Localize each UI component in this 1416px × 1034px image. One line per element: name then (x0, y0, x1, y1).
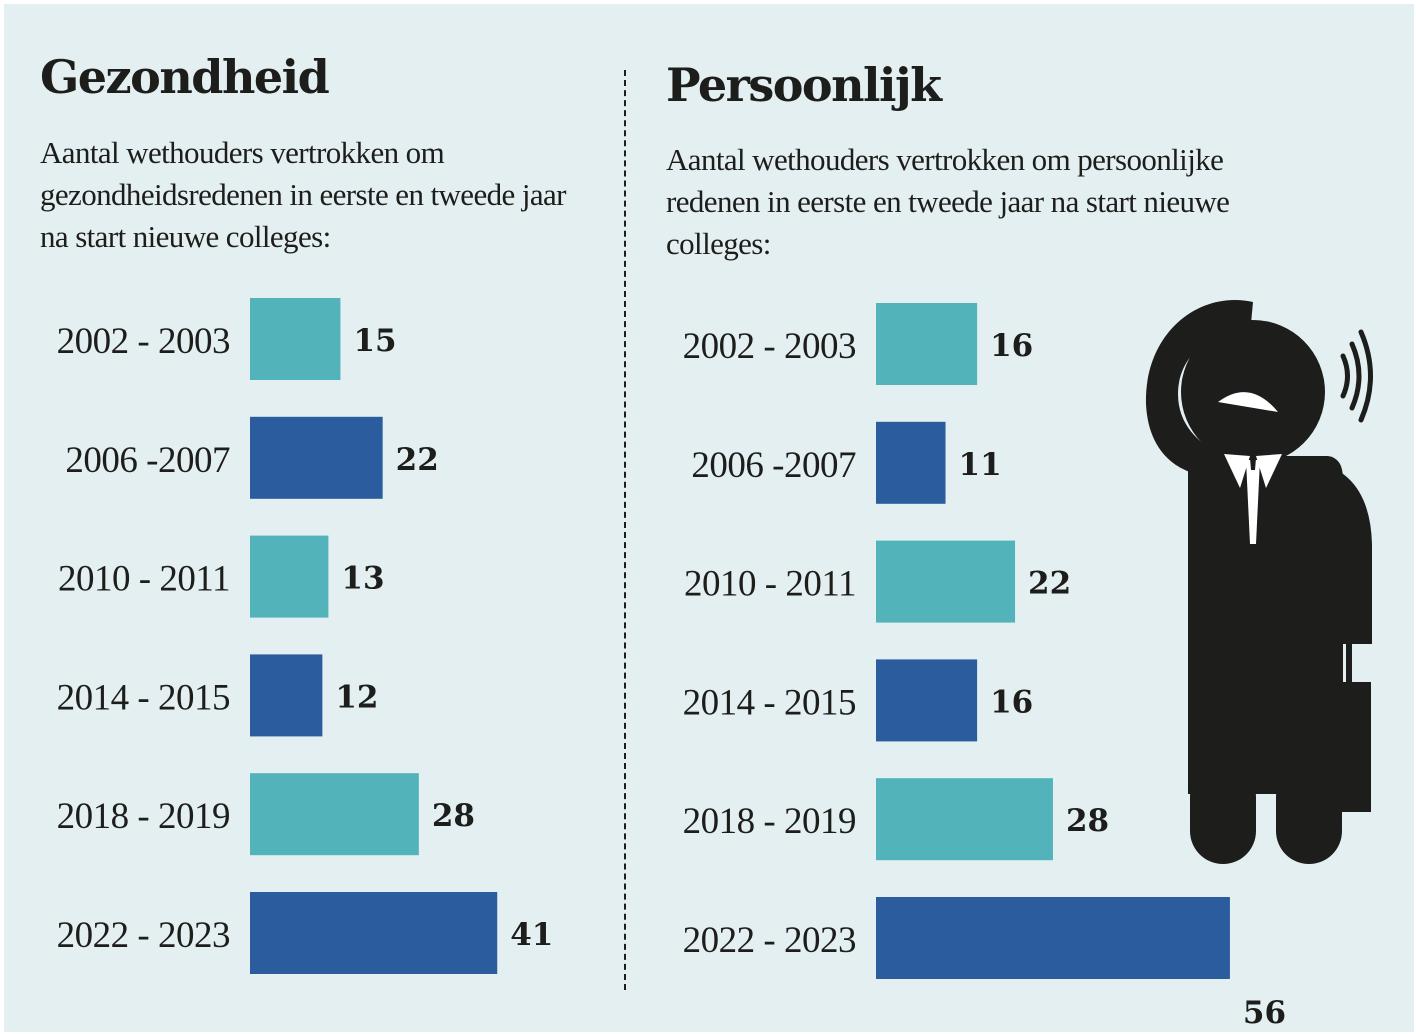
confused-businessman-icon (1145, 300, 1373, 864)
value-label: 41 (510, 917, 553, 953)
bar (250, 298, 341, 380)
bar (876, 778, 1053, 861)
bar (250, 654, 323, 737)
value-label: 22 (1028, 566, 1071, 602)
category-label: 2002 - 2003 (683, 326, 856, 367)
panel-subtitle: Aantal wethouders vertrokken om gezondhe… (40, 135, 566, 254)
bar (250, 535, 329, 618)
category-label: 2022 - 2023 (683, 920, 856, 961)
category-label: 2006 -2007 (65, 440, 230, 481)
category-label: 2022 - 2023 (57, 915, 230, 956)
category-label: 2018 - 2019 (57, 796, 230, 837)
bar-chart-gezondheid: 2002 - 2003 15 2006 -2007 22 2010 - 2011 13 20… (57, 298, 553, 974)
value-label: 28 (1066, 803, 1109, 839)
category-label: 2010 - 2011 (684, 564, 856, 605)
category-label: 2002 - 2003 (57, 321, 230, 362)
value-label: 15 (353, 323, 396, 359)
bar-chart-persoonlijk: 2002 - 2003 16 2006 -2007 11 2010 - 2011 22 20… (683, 303, 1286, 1031)
category-label: 2014 - 2015 (683, 682, 856, 723)
category-label: 2018 - 2019 (683, 801, 856, 842)
panel-subtitle: Aantal wethouders vertrokken om persoonl… (666, 142, 1230, 261)
bar (250, 416, 383, 499)
bar (876, 421, 946, 504)
value-label: 16 (990, 684, 1033, 720)
bar (876, 540, 1016, 623)
panel-title: Gezondheid (40, 50, 330, 104)
infographic: Gezondheid Aantal wethouders vertrokken … (4, 4, 1414, 1032)
category-label: 2010 - 2011 (58, 559, 230, 600)
value-label: 11 (959, 447, 1002, 483)
panel-persoonlijk: Persoonlijk Aantal wethouders vertrokken… (628, 4, 1414, 1032)
value-label: 28 (432, 798, 475, 834)
dashed-divider (624, 70, 626, 990)
value-label: 13 (341, 561, 384, 597)
panel-title: Persoonlijk (666, 58, 942, 112)
value-label: 16 (990, 328, 1033, 364)
category-label: 2014 - 2015 (57, 677, 230, 718)
bar (876, 303, 978, 385)
bar (876, 897, 1230, 979)
category-label: 2006 -2007 (691, 445, 856, 486)
bar (250, 892, 498, 974)
panel-gezondheid: Gezondheid Aantal wethouders vertrokken … (4, 4, 624, 1032)
value-label: 56 (1243, 995, 1286, 1031)
bar (250, 773, 419, 856)
value-label: 12 (335, 679, 378, 715)
value-label: 22 (396, 442, 439, 478)
bar (876, 659, 978, 742)
